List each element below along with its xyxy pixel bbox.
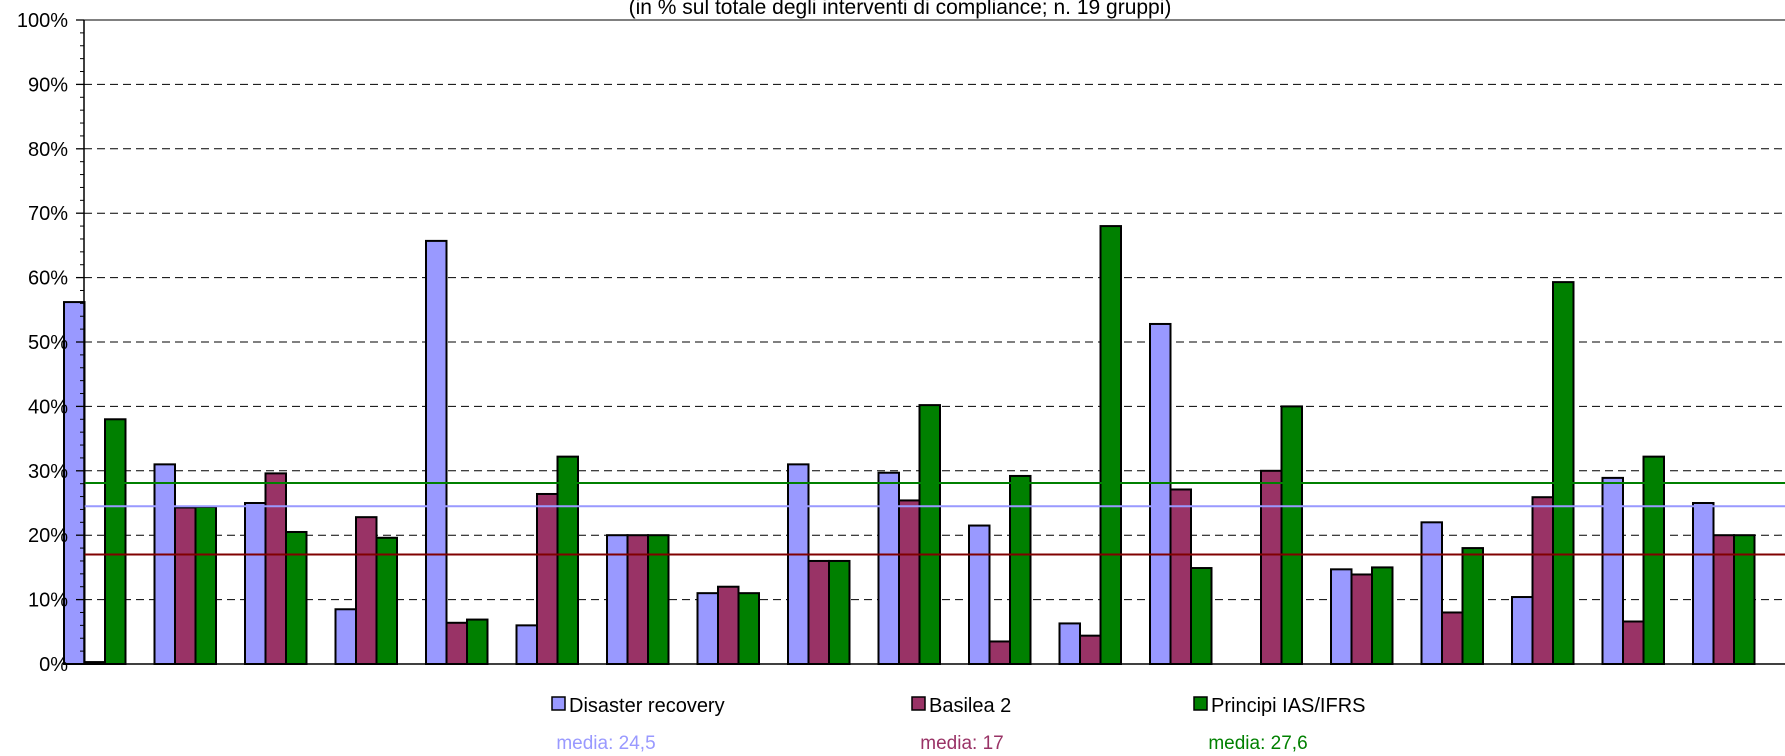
bars [63,225,1756,666]
bar [174,506,197,665]
y-tick-label: 100% [17,10,68,32]
bar [787,463,810,665]
mean-lines [84,482,1785,556]
legend-label: Basilea 2 [929,695,1011,717]
bar [445,621,468,665]
bar [153,463,176,665]
y-tick-label: 10% [28,590,68,612]
bar [556,455,579,665]
bar [466,618,489,666]
bar [1511,596,1534,665]
bar [1169,488,1192,666]
bar [898,499,921,666]
bar [1280,405,1303,665]
bar [877,471,900,665]
bar [1058,622,1081,665]
axes: 0% 10% 20% 30% 40% 50% 60% 70% 80% 90% 100% [17,10,1785,676]
bar [1441,611,1464,665]
bar [1642,455,1665,665]
y-tick-label: 40% [28,396,68,418]
bar [264,472,287,665]
bar [968,524,991,665]
y-tick-label: 50% [28,332,68,354]
bar [1330,568,1353,665]
bar [1461,547,1484,666]
bar [355,516,378,666]
legend-label: Principi IAS/IFRS [1211,695,1365,717]
y-tick-label: 20% [28,525,68,547]
bar [425,239,448,665]
bar [1190,567,1213,666]
bar [1371,566,1394,666]
legend-swatch [911,696,926,711]
bar [1099,225,1122,666]
bar [717,585,740,665]
bar [696,592,719,665]
bar [1260,469,1283,665]
mean-label: media: 27,6 [1208,733,1307,754]
chart-subtitle: (in % sul totale degli interventi di com… [629,0,1172,19]
bar [1079,634,1102,666]
bar [807,559,830,666]
bar [244,502,267,665]
bar [1692,502,1715,665]
legend: Disaster recovery Basilea 2 Principi IAS/I… [551,695,1365,717]
bar [104,418,127,665]
bar [1009,474,1032,665]
legend-swatch [551,696,566,711]
bar [375,536,398,665]
bar [334,608,357,666]
bar [1350,573,1373,666]
bar [988,640,1011,666]
mean-label: media: 17 [920,733,1003,754]
bar [1552,281,1575,665]
bar [1420,521,1443,665]
legend-label: Disaster recovery [569,695,725,717]
y-tick-label: 70% [28,203,68,225]
bar [194,505,217,666]
y-tick-label: 30% [28,461,68,483]
bar [1149,322,1172,665]
bar [1622,620,1645,665]
bar [1531,496,1554,666]
bar [515,624,538,665]
mean-label: media: 24,5 [556,733,655,754]
bar [536,492,559,666]
y-tick-label: 90% [28,74,68,96]
mean-labels: media: 24,5 media: 17 media: 27,6 [556,733,1307,754]
y-tick-label: 80% [28,139,68,161]
y-tick-label: 60% [28,268,68,290]
bar [737,592,760,665]
bar [918,404,941,665]
bar [828,559,851,666]
y-tick-label: 0% [39,654,68,676]
legend-swatch [1193,696,1208,711]
bar [285,530,308,665]
